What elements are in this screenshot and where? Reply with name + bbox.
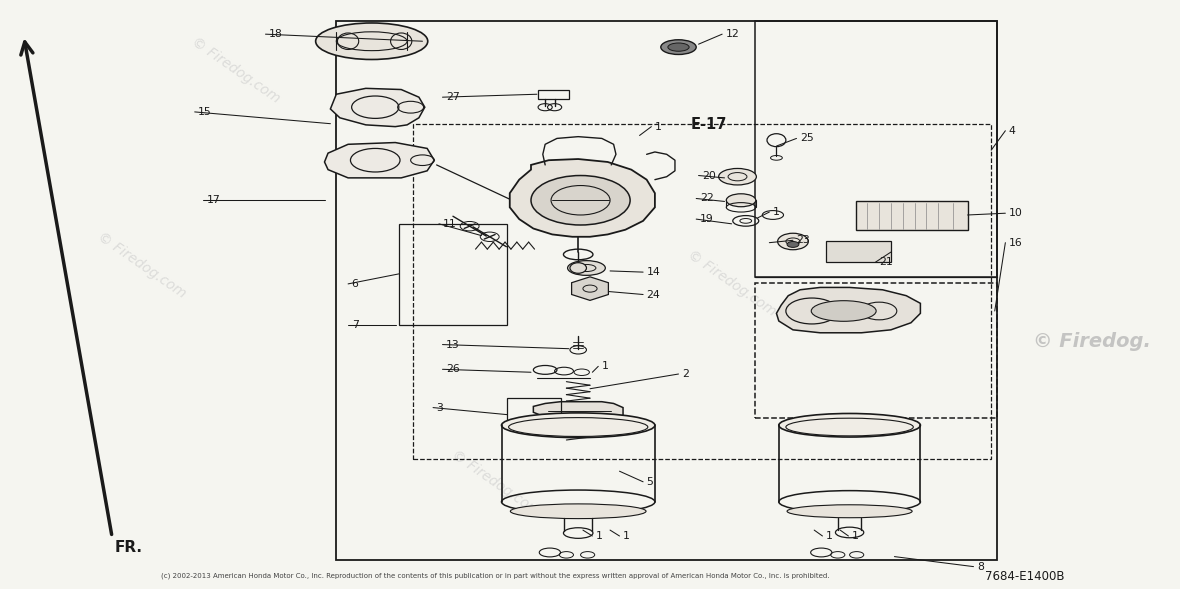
Circle shape [787,241,799,247]
Ellipse shape [778,233,808,250]
Text: (c) 2002-2013 American Honda Motor Co., Inc. Reproduction of the contents of thi: (c) 2002-2013 American Honda Motor Co., … [162,573,830,580]
Text: 7: 7 [352,320,359,330]
Text: 23: 23 [796,236,811,245]
Text: 4: 4 [1009,126,1016,135]
Text: 18: 18 [269,29,283,39]
Ellipse shape [719,168,756,185]
Polygon shape [776,287,920,333]
Text: 14: 14 [647,267,661,277]
Text: 1: 1 [623,531,630,541]
Ellipse shape [568,261,605,276]
Ellipse shape [787,505,912,518]
Text: 1: 1 [773,207,780,217]
Text: © Firedog.com: © Firedog.com [684,247,779,319]
Bar [507,398,560,422]
Bar [336,21,997,560]
Polygon shape [533,402,623,419]
Text: 17: 17 [206,196,221,205]
Bar [856,201,968,230]
Polygon shape [330,88,425,127]
Text: 21: 21 [879,257,893,267]
Ellipse shape [668,43,689,51]
Text: 16: 16 [1009,238,1023,247]
Text: 8: 8 [977,562,984,571]
Text: 5: 5 [647,477,654,487]
Ellipse shape [726,194,755,207]
Text: 1: 1 [655,122,662,131]
Bar [399,224,507,325]
Text: E-17: E-17 [690,117,727,133]
Polygon shape [571,277,609,300]
Bar [755,21,997,277]
Text: 12: 12 [726,29,740,39]
Text: FR.: FR. [114,540,143,555]
Circle shape [531,176,630,225]
Text: 6: 6 [352,279,359,289]
Text: © Firedog.: © Firedog. [1032,332,1150,351]
Ellipse shape [779,413,920,437]
Text: 11: 11 [442,219,457,229]
Text: 22: 22 [700,194,714,203]
Ellipse shape [502,413,655,438]
Text: © Firedog.com: © Firedog.com [94,229,189,301]
Ellipse shape [811,301,876,322]
Text: 19: 19 [700,214,714,224]
Text: 1: 1 [596,531,603,541]
Text: 1: 1 [852,531,859,541]
Text: © Firedog.com: © Firedog.com [189,35,283,107]
Bar [538,90,569,99]
Ellipse shape [661,40,696,55]
Text: 20: 20 [702,171,716,180]
Text: 1: 1 [602,362,609,371]
Ellipse shape [315,23,427,59]
Bar [413,124,991,459]
Bar [826,241,891,262]
Text: 3: 3 [437,403,444,412]
Polygon shape [324,143,434,178]
Text: © Firedog.com: © Firedog.com [448,447,543,519]
Polygon shape [510,159,655,237]
Text: 25: 25 [800,134,814,143]
Text: 27: 27 [446,92,460,102]
Text: 10: 10 [1009,209,1023,218]
Text: 2: 2 [682,369,689,379]
Text: 26: 26 [446,365,460,374]
Ellipse shape [570,263,586,273]
Text: 15: 15 [198,107,212,117]
Text: 7684-E1400B: 7684-E1400B [985,570,1064,583]
Ellipse shape [510,504,647,519]
Bar [755,283,997,418]
Text: 13: 13 [446,340,460,349]
Text: 1: 1 [826,531,833,541]
Text: 24: 24 [647,290,661,299]
